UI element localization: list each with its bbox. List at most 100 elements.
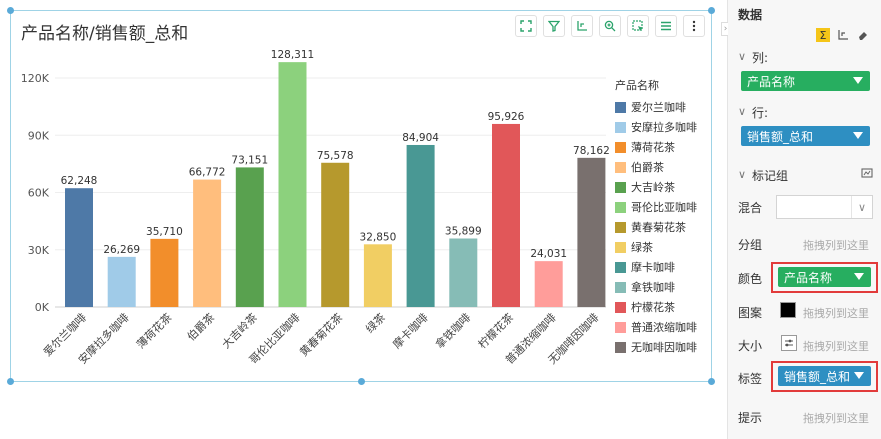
legend-item[interactable]: 哥伦比亚咖啡: [615, 197, 697, 217]
x-tick-label: 拿铁咖啡: [432, 310, 473, 351]
columns-label: 列:: [752, 51, 769, 65]
pattern-drop-hint[interactable]: 拖拽列到这里: [803, 307, 869, 320]
axis-swap-icon[interactable]: [836, 28, 850, 42]
legend-label: 柠檬花茶: [631, 301, 675, 314]
legend-label: 拿铁咖啡: [631, 281, 675, 294]
legend-label: 黄春菊花茶: [631, 221, 686, 234]
bar[interactable]: [577, 157, 606, 307]
resize-handle-top-right[interactable]: [708, 7, 715, 14]
bar[interactable]: [449, 238, 478, 307]
marks-settings-icon[interactable]: [860, 166, 874, 180]
label-field-label: 销售额_总和: [784, 369, 851, 384]
bar[interactable]: [150, 238, 179, 307]
resize-handle-top-left[interactable]: [7, 7, 14, 14]
list-icon[interactable]: [655, 15, 677, 37]
legend-item[interactable]: 无咖啡因咖啡: [615, 337, 697, 357]
chevron-down-icon[interactable]: [854, 372, 864, 379]
mix-select[interactable]: ∨: [776, 195, 873, 219]
resize-handle-bottom-left[interactable]: [7, 378, 14, 385]
rows-label: 行:: [752, 106, 769, 120]
x-tick-label: 伯爵茶: [184, 310, 217, 343]
rows-field-pill[interactable]: 销售额_总和: [741, 126, 870, 146]
tooltip-label: 提示: [738, 411, 763, 425]
legend-label: 普通浓缩咖啡: [631, 321, 697, 334]
legend-item[interactable]: 摩卡咖啡: [615, 257, 697, 277]
bar[interactable]: [193, 179, 222, 307]
size-drop-hint[interactable]: 拖拽列到这里: [803, 340, 869, 353]
legend-swatch: [615, 341, 626, 353]
legend-label: 爱尔兰咖啡: [631, 101, 686, 114]
legend-label: 摩卡咖啡: [631, 261, 675, 274]
legend-swatch: [615, 121, 626, 133]
bar[interactable]: [534, 261, 563, 307]
color-field-pill[interactable]: 产品名称: [778, 267, 871, 287]
legend-item[interactable]: 绿茶: [615, 237, 697, 257]
legend-label: 无咖啡因咖啡: [631, 341, 697, 354]
bar[interactable]: [235, 167, 264, 307]
eraser-icon[interactable]: [856, 28, 870, 42]
bar[interactable]: [406, 144, 435, 307]
data-label: 75,578: [317, 150, 354, 162]
bar[interactable]: [321, 162, 350, 307]
pattern-swatch[interactable]: [780, 302, 796, 318]
size-label: 大小: [738, 339, 763, 353]
bar[interactable]: [492, 123, 520, 307]
bar[interactable]: [65, 188, 93, 307]
y-tick-label: 0K: [35, 301, 50, 314]
chevron-down-icon[interactable]: ∨: [851, 196, 872, 218]
legend-item[interactable]: 伯爵茶: [615, 157, 697, 177]
data-label: 78,162: [573, 145, 610, 157]
chart-toolbar: [515, 15, 705, 37]
y-tick-label: 120K: [21, 72, 50, 85]
chevron-down-icon[interactable]: [853, 132, 863, 139]
legend-item[interactable]: 普通浓缩咖啡: [615, 317, 697, 337]
bar[interactable]: [278, 62, 307, 307]
data-label: 62,248: [61, 175, 98, 187]
legend-item[interactable]: 薄荷花茶: [615, 137, 697, 157]
chevron-down-icon[interactable]: [854, 273, 864, 280]
size-slider-icon[interactable]: [781, 335, 797, 351]
columns-field-pill[interactable]: 产品名称: [741, 71, 870, 91]
legend-item[interactable]: 大吉岭茶: [615, 177, 697, 197]
chart-card[interactable]: 产品名称/销售额_总和 0K 30K 60K 90K 120K 62,248 爱尔兰咖啡 26…: [10, 10, 712, 382]
fullscreen-icon[interactable]: [515, 15, 537, 37]
marks-collapse-icon[interactable]: ∨: [738, 168, 747, 181]
rows-collapse-icon[interactable]: ∨: [738, 105, 747, 118]
legend-swatch: [615, 281, 626, 293]
legend-item[interactable]: 拿铁咖啡: [615, 277, 697, 297]
legend-label: 大吉岭茶: [631, 181, 675, 194]
x-tick-label: 薄荷花茶: [134, 310, 175, 351]
legend-title: 产品名称: [615, 79, 659, 92]
legend-item[interactable]: 爱尔兰咖啡: [615, 97, 697, 117]
axis-icon[interactable]: [571, 15, 593, 37]
legend-label: 薄荷花茶: [631, 141, 675, 154]
legend-swatch: [615, 221, 626, 233]
bar[interactable]: [107, 256, 136, 307]
bar-chart: 0K30K60K90K120K62,248爱尔兰咖啡26,269安摩拉多咖啡35…: [21, 49, 610, 367]
legend-item[interactable]: 黄春菊花茶: [615, 217, 697, 237]
data-label: 128,311: [271, 49, 314, 61]
chart-legend: 产品名称 爱尔兰咖啡安摩拉多咖啡薄荷花茶伯爵茶大吉岭茶哥伦比亚咖啡黄春菊花茶绿茶…: [615, 77, 697, 357]
legend-swatch: [615, 101, 626, 113]
color-field-label: 产品名称: [784, 270, 833, 285]
marks-label: 标记组: [752, 169, 789, 183]
filter-icon[interactable]: [543, 15, 565, 37]
legend-label: 绿茶: [631, 241, 653, 254]
data-label: 73,151: [231, 154, 268, 166]
x-tick-label: 大吉岭茶: [219, 310, 260, 351]
bar[interactable]: [363, 244, 392, 307]
legend-item[interactable]: 安摩拉多咖啡: [615, 117, 697, 137]
columns-collapse-icon[interactable]: ∨: [738, 50, 747, 63]
more-icon[interactable]: [683, 15, 705, 37]
group-drop-hint[interactable]: 拖拽列到这里: [803, 239, 869, 252]
select-icon[interactable]: [627, 15, 649, 37]
legend-item[interactable]: 柠檬花茶: [615, 297, 697, 317]
label-label: 标签: [738, 372, 763, 386]
sum-icon[interactable]: Σ: [816, 28, 830, 42]
label-field-pill[interactable]: 销售额_总和: [778, 366, 871, 386]
resize-handle-bottom-right[interactable]: [708, 378, 715, 385]
tooltip-drop-hint[interactable]: 拖拽列到这里: [803, 412, 869, 425]
chevron-down-icon[interactable]: [853, 77, 863, 84]
zoom-icon[interactable]: [599, 15, 621, 37]
resize-handle-bottom-middle[interactable]: [358, 378, 365, 385]
